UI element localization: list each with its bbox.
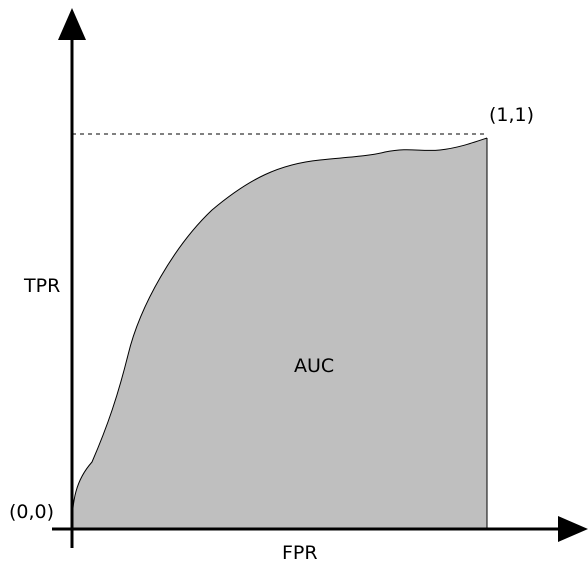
- end-point-label: (1,1): [489, 104, 534, 126]
- y-axis-arrowhead: [58, 8, 86, 40]
- auc-area: [72, 138, 487, 529]
- x-axis-arrowhead: [558, 516, 588, 542]
- auc-label: AUC: [294, 355, 334, 377]
- roc-curve: [71, 137, 488, 530]
- x-axis-label: FPR: [282, 542, 318, 564]
- origin-label: (0,0): [9, 501, 54, 523]
- y-axis-label: TPR: [23, 275, 60, 297]
